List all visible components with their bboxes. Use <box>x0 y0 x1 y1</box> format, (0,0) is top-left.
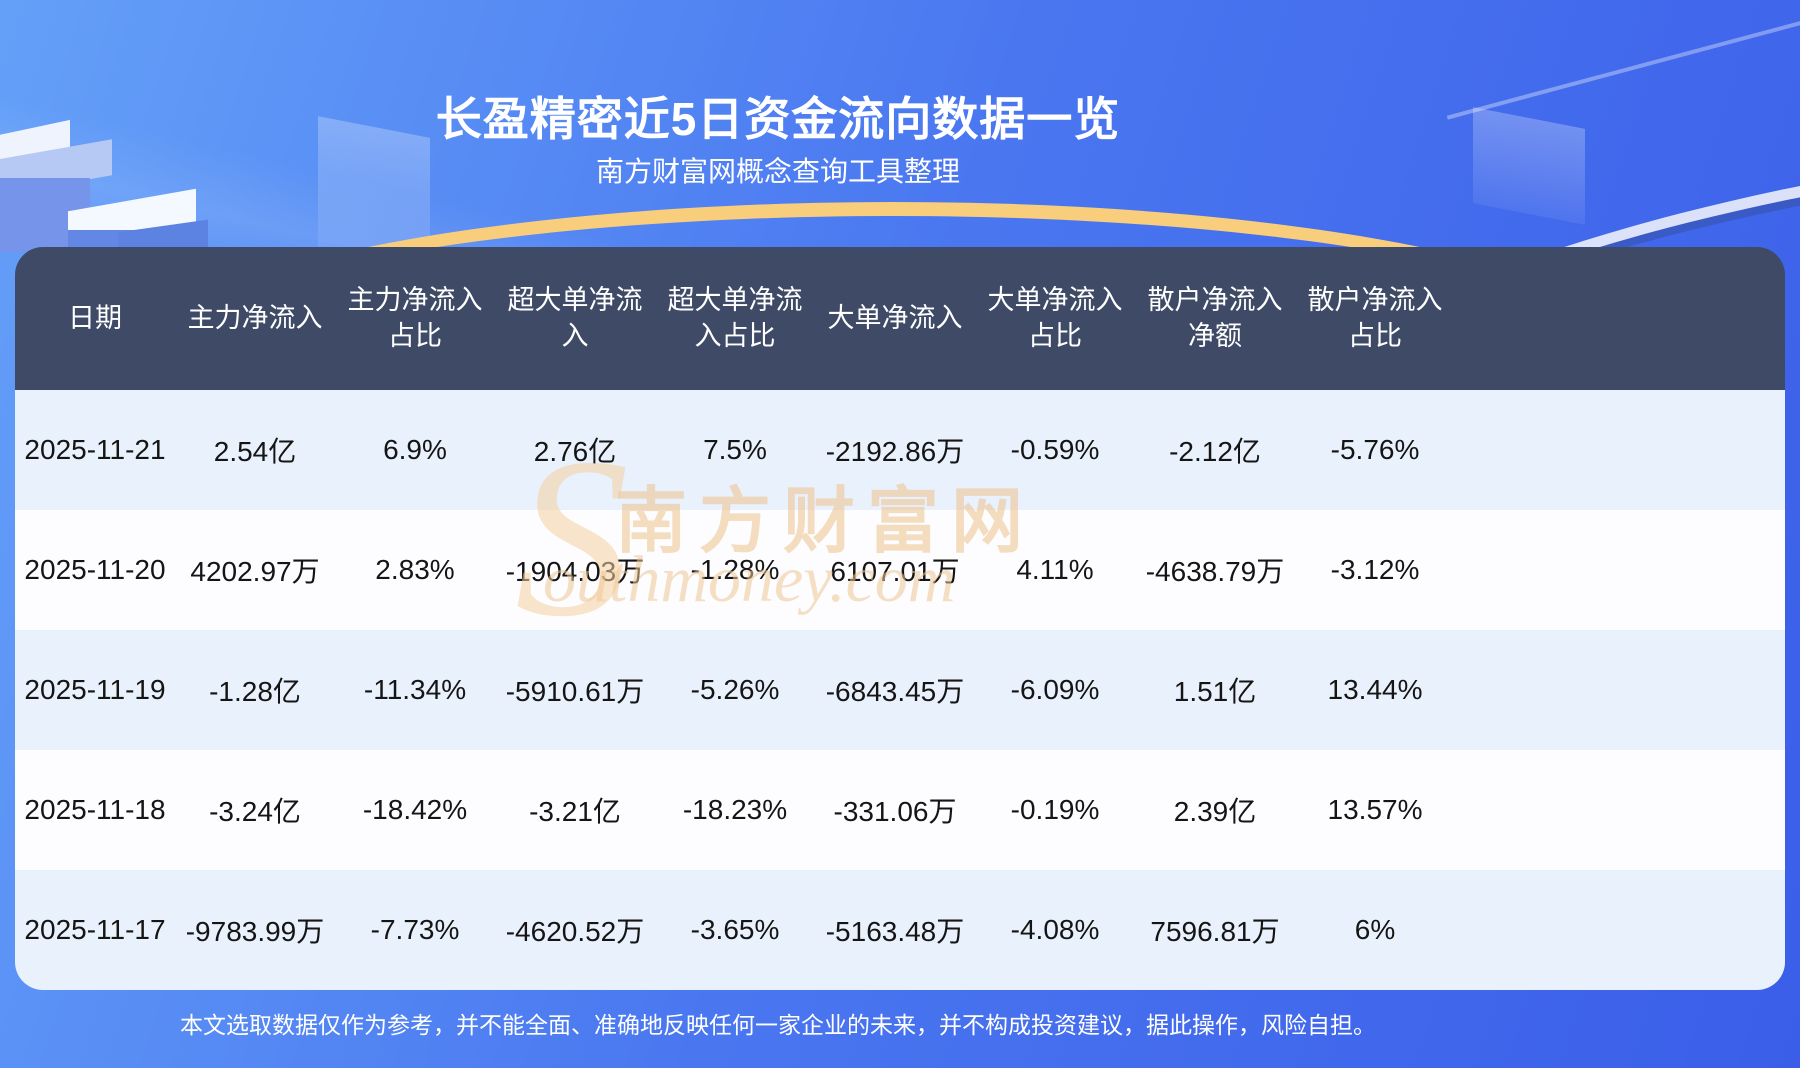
table-cell: -6843.45万 <box>825 676 965 707</box>
table-cell: 2025-11-21 <box>24 434 166 465</box>
table-cell: 13.57% <box>1327 794 1423 825</box>
column-header: 主力净流入占比 <box>347 285 483 351</box>
table-cell: -18.23% <box>682 794 788 825</box>
table-cell: -0.59% <box>1010 434 1100 465</box>
column-header: 超大单净流入 <box>507 285 643 351</box>
disclaimer-text: 本文选取数据仅作为参考，并不能全面、准确地反映任何一家企业的未来，并不构成投资建… <box>180 1012 1376 1038</box>
page-subtitle: 南方财富网概念查询工具整理 <box>595 156 960 187</box>
table-cell: 2.39亿 <box>1173 796 1257 827</box>
table-cell: 2025-11-18 <box>24 794 166 825</box>
table-row: 2025-11-18 -3.24亿 -18.42% -3.21亿 -18.23% -331… <box>15 750 1785 870</box>
table-cell: -7.73% <box>370 914 460 945</box>
table-cell: -11.34% <box>363 674 467 705</box>
table-cell: -3.24亿 <box>209 796 301 827</box>
table-header-row: 日期 主力净流入 主力净流入占比 超大单净流入 超大单净流入占比 大单净流入 大单净流入占比… <box>15 247 1785 390</box>
table-cell: -2192.86万 <box>825 436 965 467</box>
table-cell: 2025-11-19 <box>24 674 166 705</box>
table-cell: 2025-11-20 <box>24 554 166 585</box>
table-cell: -3.12% <box>1330 554 1420 585</box>
table-row: 2025-11-19 -1.28亿 -11.34% -5910.61万 -5.26% -6… <box>15 630 1785 750</box>
column-header: 大单净流入 <box>827 302 963 333</box>
table-cell: 13.44% <box>1327 674 1423 705</box>
table-cell: -18.42% <box>362 794 468 825</box>
table-cell: -9783.99万 <box>185 916 325 947</box>
table-cell: -1.28% <box>690 554 780 585</box>
column-header: 主力净流入 <box>187 302 323 333</box>
table-cell: 6107.01万 <box>830 556 960 587</box>
table-cell: -4.08% <box>1010 914 1100 945</box>
table-cell: 4202.97万 <box>190 556 320 587</box>
table-body: 2025-11-21 2.54亿 6.9% 2.76亿 7.5% -2192.86万 -0.… <box>15 390 1785 990</box>
table-cell: -5910.61万 <box>505 676 645 707</box>
table-row: 2025-11-20 4202.97万 2.83% -1904.03万 -1.28% 61… <box>15 510 1785 630</box>
table-cell: -6.09% <box>1010 674 1100 705</box>
table-cell: -1904.03万 <box>505 556 645 587</box>
table-row: 2025-11-21 2.54亿 6.9% 2.76亿 7.5% -2192.86万 -0.… <box>15 390 1785 510</box>
fund-flow-table: 日期 主力净流入 主力净流入占比 超大单净流入 超大单净流入占比 大单净流入 大单净流入占比… <box>15 247 1785 990</box>
column-header: 散户净流入净额 <box>1147 285 1283 351</box>
table-cell: -5163.48万 <box>825 916 965 947</box>
column-header: 大单净流入占比 <box>987 285 1123 351</box>
table-cell: -4638.79万 <box>1145 556 1285 587</box>
table-cell: 2.54亿 <box>213 436 297 467</box>
table-cell: 6% <box>1354 914 1396 945</box>
table-cell: -3.65% <box>690 914 780 945</box>
table-cell: 2.76亿 <box>533 436 617 467</box>
table-cell: -331.06万 <box>833 796 957 827</box>
table-cell: -3.21亿 <box>529 796 621 827</box>
table-row: 2025-11-17 -9783.99万 -7.73% -4620.52万 -3.65%… <box>15 870 1785 990</box>
column-header: 散户净流入占比 <box>1307 285 1443 351</box>
header-spacer <box>1455 247 1785 390</box>
table-cell: -0.19% <box>1010 794 1100 825</box>
building-block-decoration <box>68 188 196 250</box>
table-cell: 4.11% <box>1016 554 1094 585</box>
column-header: 日期 <box>68 302 122 333</box>
table-cell: -2.12亿 <box>1169 436 1261 467</box>
table-cell: -5.26% <box>690 674 780 705</box>
table-cell: -5.76% <box>1330 434 1420 465</box>
table-cell: 7.5% <box>703 434 767 465</box>
table-cell: -1.28亿 <box>209 676 301 707</box>
table-cell: 2025-11-17 <box>24 914 166 945</box>
table-cell: -4620.52万 <box>505 916 645 947</box>
table-cell: 6.9% <box>383 434 447 465</box>
table-cell: 1.51亿 <box>1173 676 1257 707</box>
table-cell: 7596.81万 <box>1150 916 1280 947</box>
page-title: 长盈精密近5日资金流向数据一览 <box>435 92 1121 145</box>
column-header: 超大单净流入占比 <box>667 285 803 351</box>
table-cell: 2.83% <box>375 554 455 585</box>
